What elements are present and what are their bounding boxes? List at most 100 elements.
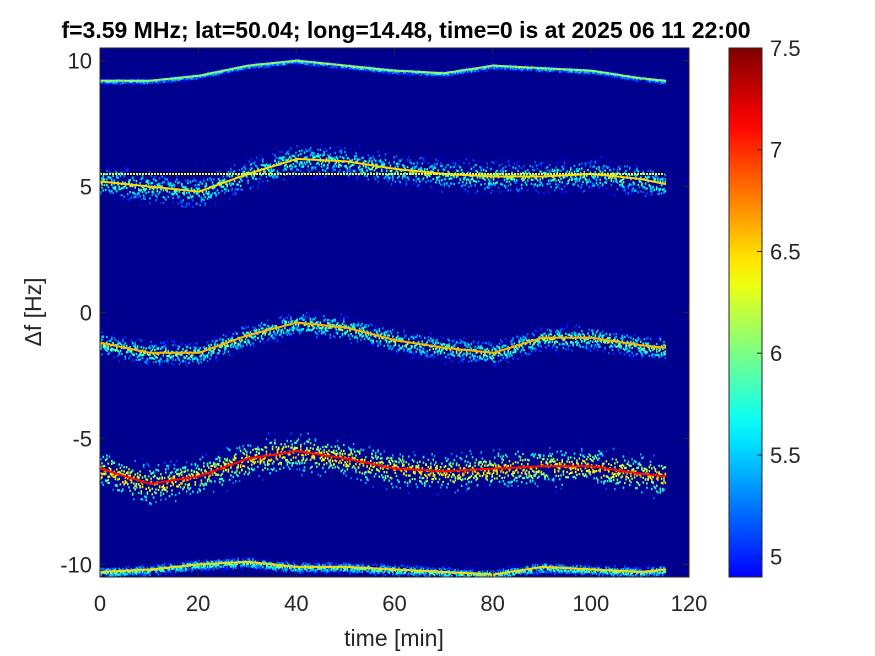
- heat-core: [611, 175, 614, 178]
- heat-core: [118, 345, 120, 348]
- heat-core: [497, 175, 500, 178]
- heat-cell: [500, 68, 502, 71]
- heat-cell: [660, 81, 663, 85]
- heat-core: [428, 171, 431, 174]
- heat-cell: [404, 167, 406, 170]
- heat-cell: [124, 174, 127, 177]
- heat-core: [368, 163, 371, 166]
- heat-cell: [312, 64, 314, 67]
- heat-cell: [172, 183, 174, 186]
- heat-cell: [119, 350, 122, 353]
- heat-core: [567, 174, 570, 177]
- heat-core: [211, 185, 214, 188]
- heat-core: [615, 73, 617, 76]
- heat-cell: [146, 352, 149, 355]
- heat-cell: [446, 174, 448, 177]
- heat-cell: [464, 73, 466, 76]
- heat-cell: [410, 172, 413, 175]
- heat-core: [394, 69, 397, 72]
- heat-cell: [225, 67, 227, 70]
- heat-core: [361, 66, 363, 69]
- heat-core: [390, 69, 393, 72]
- heat-core: [247, 64, 249, 67]
- heat-cell: [138, 189, 140, 192]
- heat-core: [477, 174, 480, 177]
- heat-cell: [142, 194, 145, 197]
- heat-cell: [619, 180, 621, 183]
- heat-core: [531, 175, 534, 178]
- heat-core: [129, 347, 131, 350]
- heat-core: [432, 171, 435, 174]
- heat-cell: [286, 151, 289, 154]
- heat-core: [242, 174, 244, 177]
- heat-cell: [201, 77, 204, 80]
- heat-cell: [449, 166, 452, 169]
- heat-cell: [147, 191, 150, 194]
- heat-core: [193, 190, 195, 193]
- heat-core: [663, 182, 665, 185]
- heat-cell: [376, 174, 378, 177]
- heat-cell: [462, 181, 464, 184]
- heat-cell: [246, 175, 248, 178]
- heat-cell: [397, 165, 399, 168]
- heat-cell: [325, 63, 328, 67]
- heat-cell: [357, 67, 360, 70]
- heat-cell: [334, 162, 336, 165]
- heat-cell: [112, 81, 114, 84]
- heat-cell: [181, 182, 183, 185]
- heat-core: [271, 165, 274, 168]
- heat-core: [154, 186, 156, 189]
- heat-cell: [555, 183, 557, 186]
- heat-core: [546, 175, 549, 178]
- heat-cell: [179, 80, 182, 83]
- heat-cell: [154, 83, 156, 86]
- heat-cell: [476, 190, 479, 193]
- heat-cell: [236, 188, 238, 191]
- heat-core: [620, 176, 622, 178]
- heat-cell: [404, 175, 406, 179]
- heat-cell: [255, 189, 258, 192]
- heat-cell: [111, 78, 113, 81]
- heat-core: [470, 68, 473, 70]
- heat-cell: [662, 81, 664, 84]
- heat-core: [509, 65, 512, 68]
- heat-cell: [104, 348, 107, 351]
- heat-cell: [588, 185, 590, 188]
- heat-cell: [447, 184, 449, 187]
- heat-cell: [388, 151, 390, 154]
- heat-cell: [352, 177, 355, 180]
- heat-core: [107, 181, 109, 184]
- heat-cell: [533, 184, 535, 187]
- heat-cell: [158, 359, 161, 362]
- heat-cell: [504, 186, 507, 189]
- heat-core: [485, 175, 487, 178]
- heat-cell: [187, 196, 189, 199]
- heat-cell: [289, 165, 291, 168]
- heat-core: [302, 60, 305, 63]
- heat-core: [183, 189, 185, 192]
- heat-cell: [255, 156, 258, 159]
- heat-cell: [193, 72, 195, 75]
- heat-cell: [208, 190, 210, 194]
- heat-core: [172, 351, 174, 354]
- heat-cell: [497, 67, 500, 70]
- heat-core: [162, 78, 165, 81]
- heat-core: [381, 68, 383, 71]
- heat-core: [630, 75, 632, 78]
- heat-cell: [119, 82, 122, 85]
- heat-cell: [134, 193, 136, 196]
- heat-cell: [176, 354, 178, 357]
- heat-cell: [156, 347, 158, 350]
- heat-cell: [147, 80, 150, 84]
- heat-core: [395, 168, 398, 170]
- heat-cell: [136, 192, 139, 195]
- heat-cell: [573, 170, 576, 173]
- heat-cell: [193, 188, 195, 191]
- heat-cell: [168, 184, 171, 187]
- heat-core: [614, 73, 616, 76]
- heat-core: [282, 61, 285, 63]
- heat-core: [424, 170, 426, 173]
- heat-cell: [333, 168, 335, 171]
- heat-cell: [138, 81, 140, 84]
- heat-cell: [345, 164, 347, 168]
